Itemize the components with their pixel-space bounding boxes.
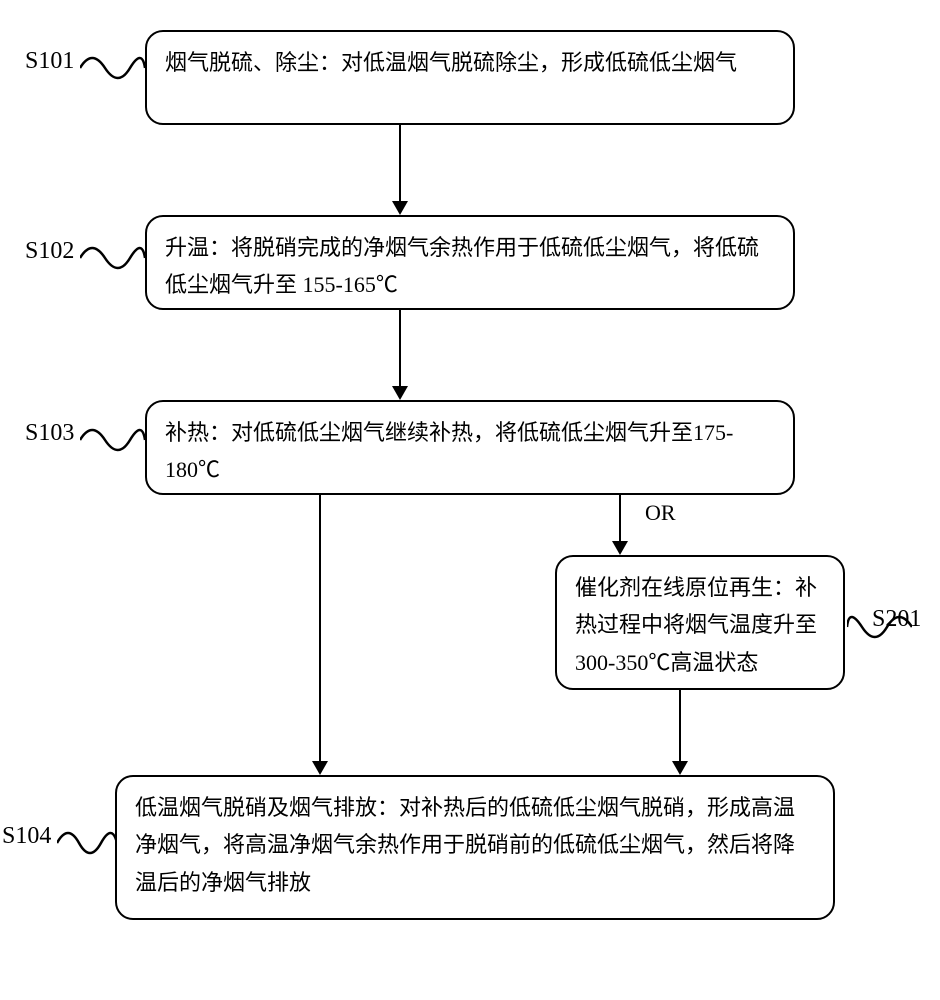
box-s103: 补热：对低硫低尘烟气继续补热，将低硫低尘烟气升至175-180℃ — [145, 400, 795, 495]
box-s201: 催化剂在线原位再生：补热过程中将烟气温度升至300-350℃高温状态 — [555, 555, 845, 690]
arrow-2-head — [392, 386, 408, 400]
arrow-4-line — [619, 495, 621, 541]
wiggle-s101 — [80, 50, 145, 85]
step-label-s104: S104 — [2, 823, 51, 850]
box-s101: 烟气脱硫、除尘：对低温烟气脱硫除尘，形成低硫低尘烟气 — [145, 30, 795, 125]
arrow-1-line — [399, 125, 401, 201]
box-s104: 低温烟气脱硝及烟气排放：对补热后的低硫低尘烟气脱硝，形成高温净烟气，将高温净烟气… — [115, 775, 835, 920]
wiggle-s102 — [80, 240, 145, 275]
box-s102: 升温：将脱硝完成的净烟气余热作用于低硫低尘烟气，将低硫低尘烟气升至 155-16… — [145, 215, 795, 310]
box-s101-text: 烟气脱硫、除尘：对低温烟气脱硫除尘，形成低硫低尘烟气 — [165, 50, 737, 75]
arrow-4-head — [612, 541, 628, 555]
box-s103-text: 补热：对低硫低尘烟气继续补热，将低硫低尘烟气升至175-180℃ — [165, 420, 733, 482]
step-label-s101: S101 — [25, 48, 74, 75]
arrow-3-head — [312, 761, 328, 775]
step-label-s103: S103 — [25, 420, 74, 447]
arrow-3-line — [319, 495, 321, 761]
wiggle-s201 — [847, 609, 912, 644]
or-label: OR — [645, 500, 676, 526]
arrow-2-line — [399, 310, 401, 386]
wiggle-s103 — [80, 422, 145, 457]
box-s104-text: 低温烟气脱硝及烟气排放：对补热后的低硫低尘烟气脱硝，形成高温净烟气，将高温净烟气… — [135, 795, 795, 895]
arrow-5-line — [679, 690, 681, 761]
wiggle-s104 — [57, 825, 117, 860]
arrow-1-head — [392, 201, 408, 215]
arrow-5-head — [672, 761, 688, 775]
step-label-s102: S102 — [25, 238, 74, 265]
box-s201-text: 催化剂在线原位再生：补热过程中将烟气温度升至300-350℃高温状态 — [575, 575, 817, 675]
box-s102-text: 升温：将脱硝完成的净烟气余热作用于低硫低尘烟气，将低硫低尘烟气升至 155-16… — [165, 235, 759, 297]
